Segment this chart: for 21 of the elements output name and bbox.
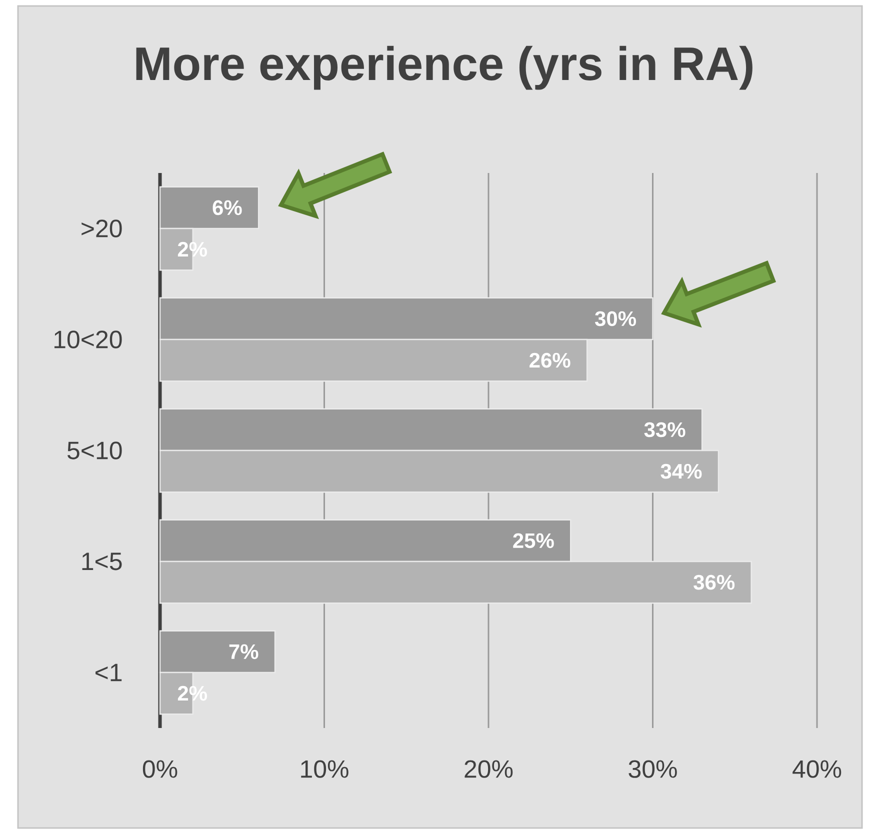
data-label: 2% — [178, 686, 207, 701]
data-label: 7% — [229, 644, 258, 660]
y-tick-label: 10<20 — [54, 330, 122, 348]
chart-title: More experience (yrs in RA) — [136, 46, 752, 90]
y-tick-label: <1 — [96, 664, 122, 682]
x-tick-label: 30% — [628, 760, 677, 778]
x-tick-label: 20% — [464, 760, 513, 778]
data-label: 2% — [178, 242, 207, 257]
data-label: 34% — [660, 464, 702, 479]
y-tick-label: 1<5 — [82, 552, 122, 570]
data-label: 6% — [212, 200, 242, 216]
y-tick-label: >20 — [82, 220, 122, 238]
x-tick-label: 10% — [301, 760, 348, 778]
data-label: 33% — [644, 422, 686, 438]
data-label: 26% — [530, 352, 570, 368]
x-tick-label: 0% — [142, 760, 178, 778]
x-tick-label: 40% — [792, 760, 842, 778]
data-label: 30% — [595, 311, 636, 326]
y-tick-label: 5<10 — [67, 442, 122, 460]
data-label: 25% — [513, 533, 554, 548]
data-label: 36% — [694, 574, 735, 590]
